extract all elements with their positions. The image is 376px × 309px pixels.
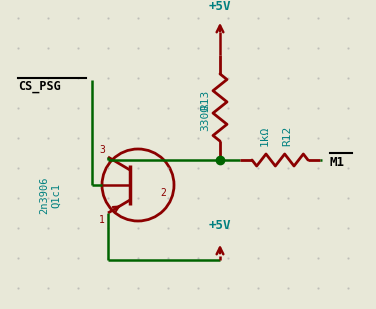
Text: R13: R13 — [200, 89, 210, 110]
Text: +5V: +5V — [209, 0, 231, 13]
Text: +5V: +5V — [209, 219, 231, 232]
Text: 3: 3 — [99, 145, 105, 155]
Text: M1: M1 — [330, 155, 345, 168]
Text: Q1c1: Q1c1 — [51, 183, 61, 208]
Text: 330Ω: 330Ω — [200, 104, 210, 131]
Text: 1: 1 — [99, 215, 105, 225]
Text: 2n3906: 2n3906 — [39, 176, 49, 214]
Text: CS_PSG: CS_PSG — [18, 80, 61, 93]
Text: 1kΩ: 1kΩ — [260, 126, 270, 146]
Text: R12: R12 — [282, 126, 292, 146]
Text: 2: 2 — [160, 188, 166, 198]
